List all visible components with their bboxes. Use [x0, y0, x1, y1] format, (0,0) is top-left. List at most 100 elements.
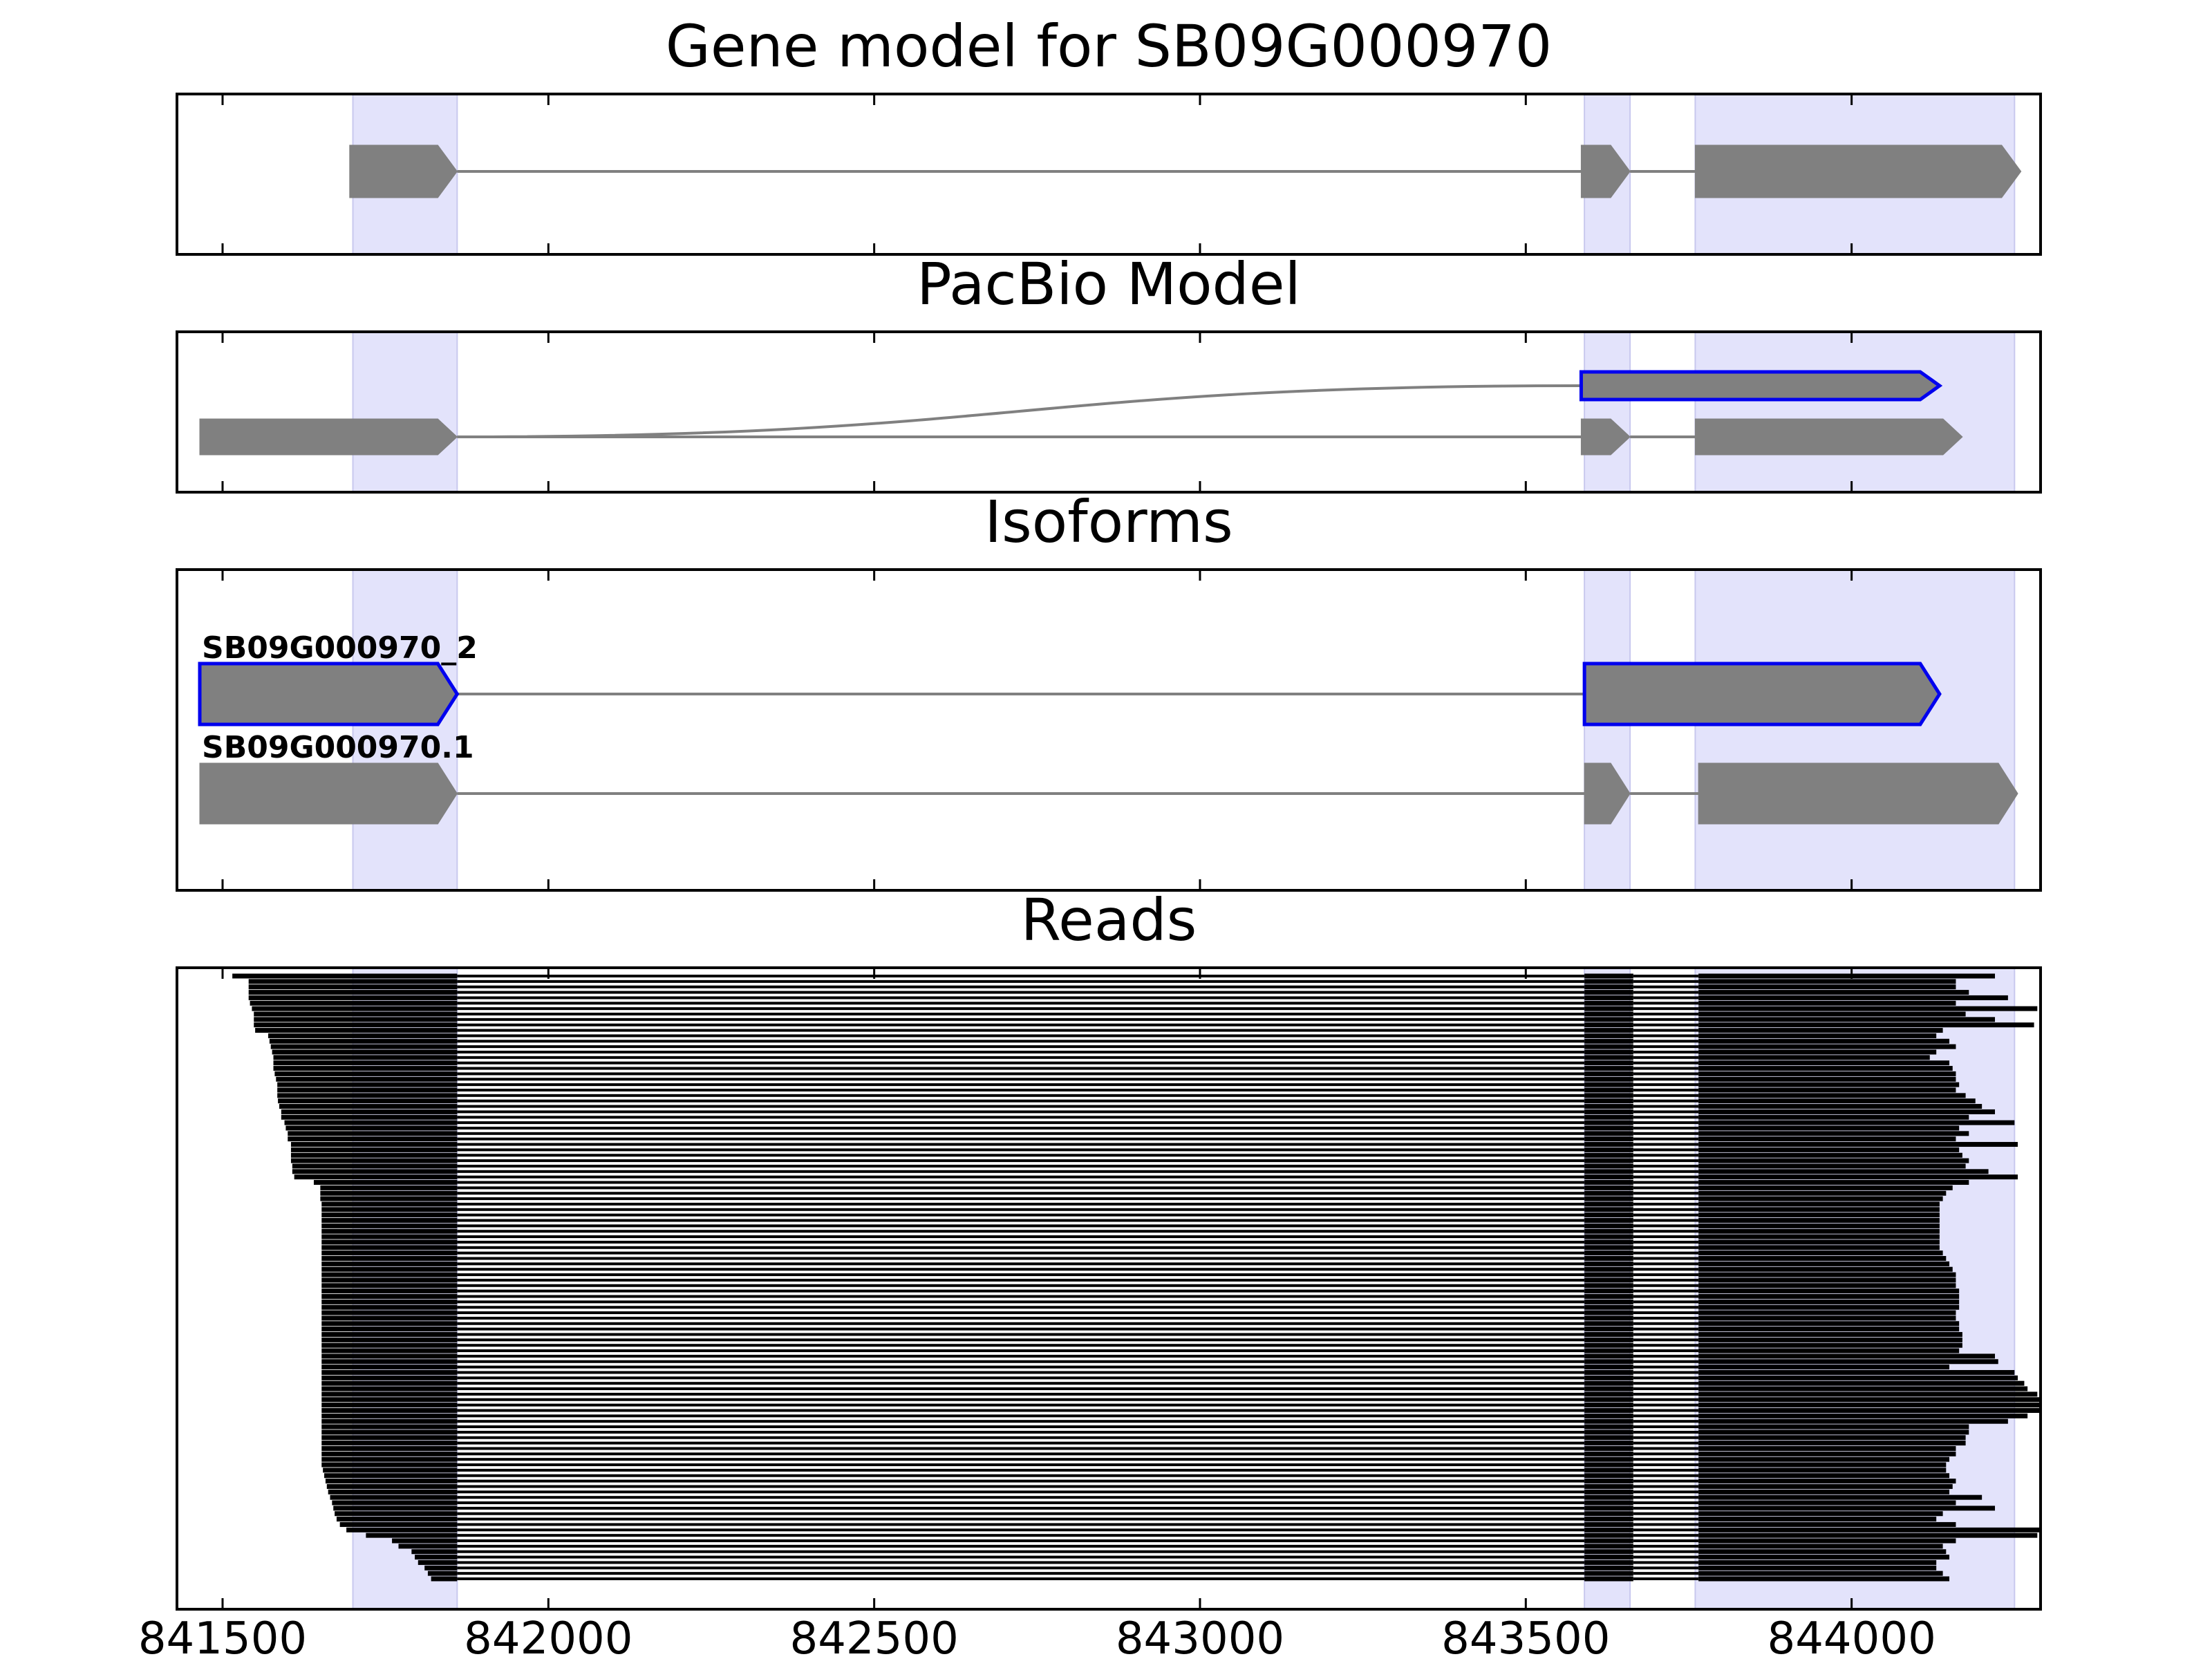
read-row [321, 1218, 1940, 1224]
read-exon [392, 1538, 458, 1544]
read-intron [1633, 1311, 1699, 1315]
read-intron [1633, 1485, 1699, 1488]
read-exon [1698, 1104, 1983, 1109]
read-exon [1698, 1120, 2015, 1125]
read-exon [1584, 1136, 1633, 1142]
read-row [254, 1022, 2034, 1028]
read-intron [457, 1468, 1585, 1472]
read-intron [1633, 1392, 1699, 1396]
read-intron [457, 1132, 1585, 1135]
read-exon [1584, 1158, 1633, 1163]
read-exon [290, 1142, 458, 1147]
read-row [392, 1538, 1956, 1544]
read-exon [1698, 1131, 1969, 1136]
read-intron [457, 1452, 1585, 1456]
read-exon [424, 1565, 458, 1571]
read-intron [457, 1306, 1585, 1309]
read-row [321, 1397, 2041, 1403]
read-intron [1633, 1213, 1699, 1217]
read-exon [321, 1353, 458, 1359]
read-row [273, 1055, 1930, 1060]
read-intron [457, 1110, 1585, 1114]
read-intron [1633, 1333, 1699, 1336]
read-exon [1698, 1342, 1962, 1348]
read-exon [332, 1500, 458, 1506]
read-intron [1633, 1365, 1699, 1369]
read-row [321, 1441, 1966, 1446]
read-exon [1698, 1468, 1947, 1473]
read-row [248, 990, 1969, 995]
read-exon [321, 1304, 458, 1310]
highlight-band [1584, 331, 1631, 493]
read-intron [457, 1154, 1585, 1157]
read-exon [321, 1403, 458, 1408]
read-exon [335, 1511, 458, 1517]
read-intron [1633, 1550, 1699, 1553]
read-exon [1584, 1386, 1633, 1391]
read-exon [1698, 1500, 1956, 1506]
read-exon [273, 1060, 458, 1066]
read-intron [1633, 1382, 1699, 1385]
read-intron [1633, 1230, 1699, 1233]
read-exon [1698, 1538, 1956, 1544]
read-intron [1633, 1289, 1699, 1293]
read-exon [1698, 1397, 2041, 1403]
read-row [321, 1369, 2015, 1375]
read-intron [1633, 1398, 1699, 1401]
panel-reads: Reads [176, 886, 2042, 1611]
read-exon [1584, 1331, 1633, 1337]
read-intron [457, 1474, 1585, 1477]
read-exon [277, 1082, 458, 1087]
read-exon [321, 1369, 458, 1375]
read-intron [1633, 1496, 1699, 1499]
read-exon [248, 979, 458, 984]
read-row [321, 1386, 2028, 1391]
read-exon [321, 1245, 458, 1250]
read-exon [321, 1435, 458, 1441]
read-intron [457, 1528, 1585, 1532]
read-intron [457, 1501, 1585, 1505]
read-exon [288, 1136, 458, 1142]
read-exon [1698, 1473, 1950, 1479]
read-intron [1633, 1208, 1699, 1211]
read-exon [1584, 1190, 1633, 1196]
read-intron [457, 1490, 1585, 1494]
read-intron [1633, 1409, 1699, 1412]
read-exon [1584, 1380, 1633, 1386]
read-exon [1698, 1521, 1956, 1527]
read-intron [457, 1192, 1585, 1195]
read-exon [321, 1239, 458, 1245]
read-intron [457, 1094, 1585, 1097]
read-exon [321, 1277, 458, 1283]
read-intron [457, 1577, 1585, 1580]
splice-connector [457, 384, 1582, 438]
read-exon [1584, 1109, 1633, 1114]
read-intron [1633, 1126, 1699, 1130]
read-intron [457, 1268, 1585, 1271]
read-row [279, 1104, 1983, 1109]
read-exon [1584, 1266, 1633, 1272]
read-intron [457, 1387, 1585, 1391]
read-intron [457, 1566, 1585, 1570]
read-exon [285, 1125, 458, 1131]
read-row [321, 1315, 1956, 1321]
read-exon [290, 1147, 458, 1152]
read-intron [1633, 1262, 1699, 1266]
read-intron [1633, 1420, 1699, 1423]
read-intron [457, 1235, 1585, 1239]
read-exon [1584, 1180, 1633, 1185]
read-intron [1633, 1175, 1699, 1179]
read-intron [1633, 1034, 1699, 1038]
read-intron [1633, 1078, 1699, 1081]
read-exon [272, 1049, 458, 1055]
read-exon [1698, 1293, 1960, 1299]
read-exon [1584, 1239, 1633, 1245]
read-intron [457, 996, 1585, 1000]
read-intron [1633, 1295, 1699, 1298]
read-intron [1633, 1479, 1699, 1483]
read-exon [1698, 1479, 1956, 1484]
read-exon [284, 1120, 458, 1125]
read-exon [1698, 1272, 1956, 1277]
read-exon [1698, 1517, 1937, 1522]
read-intron [457, 1012, 1585, 1015]
